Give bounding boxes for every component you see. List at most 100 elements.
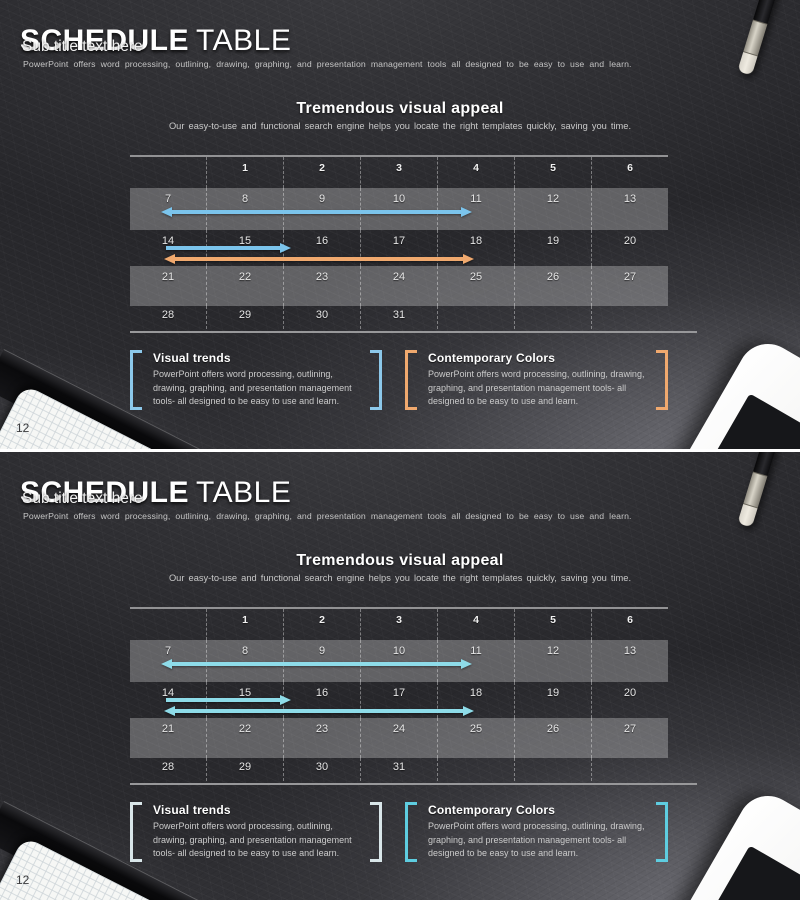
calendar-cell: 17 [360, 682, 437, 718]
calendar-cell: 30 [283, 306, 360, 329]
calendar-cell: 14 [161, 235, 175, 247]
slide-1[interactable]: SCHEDULE TABLE Sub title text here PowerP… [0, 0, 800, 449]
calendar-cell: 18 [437, 230, 514, 266]
section-description: Our easy-to-use and functional search en… [168, 121, 632, 131]
bracket-left-icon [405, 350, 417, 410]
calendar-header-cell: 5 [514, 609, 591, 640]
arrow-head-left-icon [164, 254, 175, 264]
calendar-cell: 20 [591, 230, 668, 266]
pencil-photo [737, 0, 783, 76]
slide-subtitle: Sub title text here [22, 38, 143, 55]
callout-heading: Visual trends [153, 803, 231, 817]
callout-text: PowerPoint offers word processing, outli… [428, 369, 645, 406]
calendar-cell: 25 [437, 266, 514, 306]
arrow-head-right-icon [463, 706, 474, 716]
calendar-cell: 7 [164, 645, 172, 657]
calendar-cell: 13 [591, 640, 668, 682]
bracket-right-icon [656, 350, 668, 410]
slide-2[interactable]: SCHEDULE TABLE Sub title text here PowerP… [0, 452, 800, 900]
calendar-row-week3: 21 22 23 24 25 26 27 [130, 266, 668, 306]
calendar-cell: 8 [206, 640, 283, 682]
calendar-cell: 24 [360, 718, 437, 758]
calendar-cell: 14 [161, 687, 175, 699]
bracket-left-icon [130, 350, 142, 410]
calendar-cell: 12 [514, 640, 591, 682]
calendar-header-cell: 4 [437, 157, 514, 188]
callout-body: Visual trends PowerPoint offers word pro… [142, 350, 370, 410]
calendar-bottom-border [130, 783, 697, 785]
arrow-head-right-icon [280, 695, 291, 705]
schedule-span-arrow-14-16 [166, 242, 291, 254]
pencil-eraser [737, 52, 758, 76]
bracket-left-icon [405, 802, 417, 862]
calendar-header-cell: 3 [360, 157, 437, 188]
calendar-cell: 29 [206, 758, 283, 781]
arrow-head-left-icon [164, 706, 175, 716]
slide-title-light: TABLE [196, 476, 292, 510]
pencil-ferrule [743, 471, 768, 509]
calendar-cell: 9 [283, 640, 360, 682]
calendar-cell: 22 [206, 266, 283, 306]
calendar-cell: 9 [283, 188, 360, 230]
callout-text: PowerPoint offers word processing, outli… [428, 821, 645, 858]
callout-text: PowerPoint offers word processing, outli… [153, 821, 352, 858]
calendar-cell: 26 [514, 266, 591, 306]
calendar-header-cell: 2 [283, 157, 360, 188]
arrow-shaft [166, 246, 280, 250]
callout-visual-trends: Visual trends PowerPoint offers word pro… [130, 802, 382, 862]
calendar-row-week2: 14 15 16 17 18 19 20 [130, 230, 668, 266]
slide-title-bold: SCHEDULE [20, 24, 190, 58]
calendar-cell [514, 306, 591, 329]
calendar-cell: 31 [360, 758, 437, 781]
slide-title: SCHEDULE TABLE [20, 475, 291, 511]
calendar-cell: 18 [437, 682, 514, 718]
callout-heading: Contemporary Colors [428, 803, 556, 817]
calendar-header-cell: 5 [514, 157, 591, 188]
bracket-left-icon [130, 802, 142, 862]
arrow-head-right-icon [280, 243, 291, 253]
calendar-cell: 23 [283, 718, 360, 758]
calendar-cell: 11 [437, 188, 514, 230]
callout-body: Contemporary Colors PowerPoint offers wo… [417, 802, 656, 862]
calendar-row-week4: 28 29 30 31 [130, 306, 668, 329]
calendar-cell: 21 [161, 723, 175, 735]
calendar-cell: 19 [514, 682, 591, 718]
section-heading: Tremendous visual appeal [296, 100, 504, 117]
calendar-header-cell: 1 [206, 157, 283, 188]
arrow-shaft [175, 257, 463, 261]
callout-row: Visual trends PowerPoint offers word pro… [130, 802, 668, 862]
calendar-cell: 24 [360, 266, 437, 306]
arrow-shaft [172, 210, 461, 214]
bracket-right-icon [370, 802, 382, 862]
arrow-shaft [166, 698, 280, 702]
callout-contemporary-colors: Contemporary Colors PowerPoint offers wo… [405, 802, 668, 862]
calendar-cell: 7 [164, 193, 172, 205]
calendar-cell: 27 [591, 266, 668, 306]
calendar-cell: 30 [283, 758, 360, 781]
slide-intro-text: PowerPoint offers word processing, outli… [23, 511, 632, 521]
arrow-shaft [175, 709, 463, 713]
callout-heading: Visual trends [153, 351, 231, 365]
callout-contemporary-colors: Contemporary Colors PowerPoint offers wo… [405, 350, 668, 410]
arrow-head-right-icon [461, 659, 472, 669]
calendar-cell: 31 [360, 306, 437, 329]
calendar-cell: 27 [591, 718, 668, 758]
calendar-cell: 19 [514, 230, 591, 266]
arrow-shaft [172, 662, 461, 666]
callout-row: Visual trends PowerPoint offers word pro… [130, 350, 668, 410]
bracket-right-icon [370, 350, 382, 410]
slide-subtitle: Sub title text here [22, 490, 143, 507]
schedule-span-arrow-7-11 [161, 658, 472, 670]
calendar-cell [591, 758, 668, 781]
schedule-span-arrow-14-18 [164, 705, 474, 717]
calendar-cell: 10 [360, 188, 437, 230]
arrow-head-right-icon [461, 207, 472, 217]
page-number: 12 [16, 421, 30, 435]
calendar-cell: 25 [437, 718, 514, 758]
calendar-header-cell: 1 [206, 609, 283, 640]
calendar-cell [591, 306, 668, 329]
calendar-row-week1: 7 8 9 10 11 12 13 [130, 640, 668, 682]
